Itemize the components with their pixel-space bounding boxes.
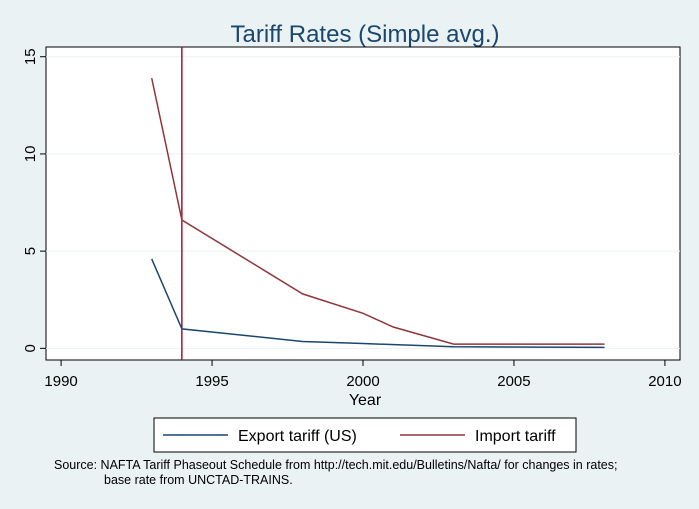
chart-title: Tariff Rates (Simple avg.) <box>231 21 500 48</box>
y-tick-label: 10 <box>22 146 39 163</box>
y-axis: 0 5 10 15 <box>22 48 46 353</box>
legend: Export tariff (US) Import tariff <box>153 417 577 453</box>
legend-label-import: Import tariff <box>475 428 556 445</box>
y-tick-label: 15 <box>22 48 39 65</box>
y-tick-label: 5 <box>22 247 39 255</box>
y-tick-label: 0 <box>22 344 39 352</box>
x-tick-label: 1995 <box>195 373 228 390</box>
plot-area <box>45 46 681 361</box>
series-line-export <box>151 258 605 349</box>
x-tick-label: 1990 <box>44 373 77 390</box>
x-tick-label: 2005 <box>497 373 530 390</box>
series-line-import <box>150 77 605 345</box>
source-line-2: base rate from UNCTAD-TRAINS. <box>104 473 293 487</box>
x-axis-label: Year <box>349 392 382 409</box>
gridlines <box>46 56 680 349</box>
legend-label-export: Export tariff (US) <box>238 428 357 445</box>
series-layer <box>150 77 605 349</box>
x-axis: 1990 1995 2000 2005 2010 <box>44 360 682 390</box>
x-tick-label: 2010 <box>648 373 681 390</box>
x-tick-label: 2000 <box>346 373 379 390</box>
source-note: Source: NAFTA Tariff Phaseout Schedule f… <box>54 458 694 488</box>
source-line-1: Source: NAFTA Tariff Phaseout Schedule f… <box>54 458 618 472</box>
